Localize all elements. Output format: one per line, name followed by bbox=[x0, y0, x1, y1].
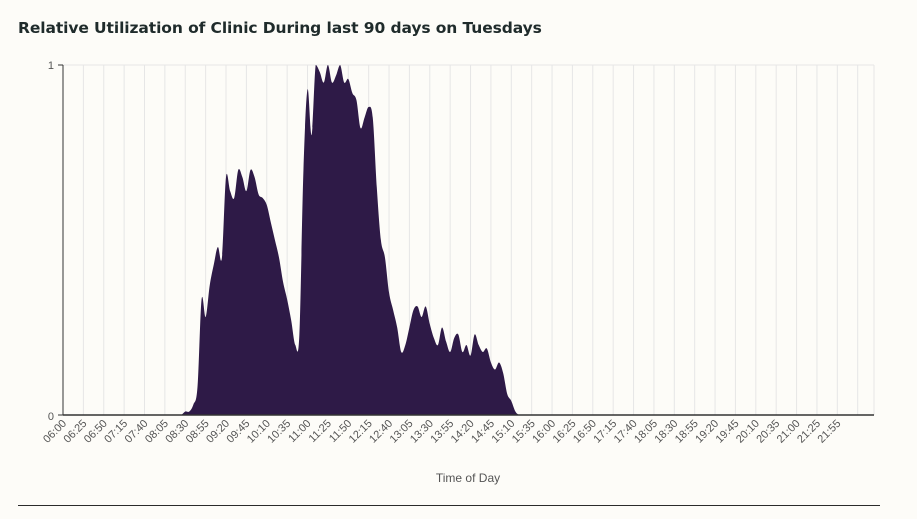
y-tick-label-min: 0 bbox=[48, 411, 54, 423]
x-tick-label: 21:55 bbox=[815, 418, 843, 446]
y-axis-ticks: 1 0 bbox=[48, 60, 54, 423]
utilization-area bbox=[63, 65, 874, 415]
x-tick-label: 10:35 bbox=[265, 418, 293, 446]
x-tick-label: 11:00 bbox=[286, 418, 313, 445]
y-tick-label-max: 1 bbox=[48, 60, 54, 72]
chart-title: Relative Utilization of Clinic During la… bbox=[18, 19, 542, 37]
x-axis-ticks: 06:0006:2506:5007:1507:4008:0508:3008:55… bbox=[41, 418, 843, 446]
x-axis-label: Time of Day bbox=[436, 471, 500, 485]
bottom-divider bbox=[18, 505, 880, 506]
axes bbox=[58, 64, 874, 416]
x-tick-label: 11:25 bbox=[307, 418, 334, 445]
